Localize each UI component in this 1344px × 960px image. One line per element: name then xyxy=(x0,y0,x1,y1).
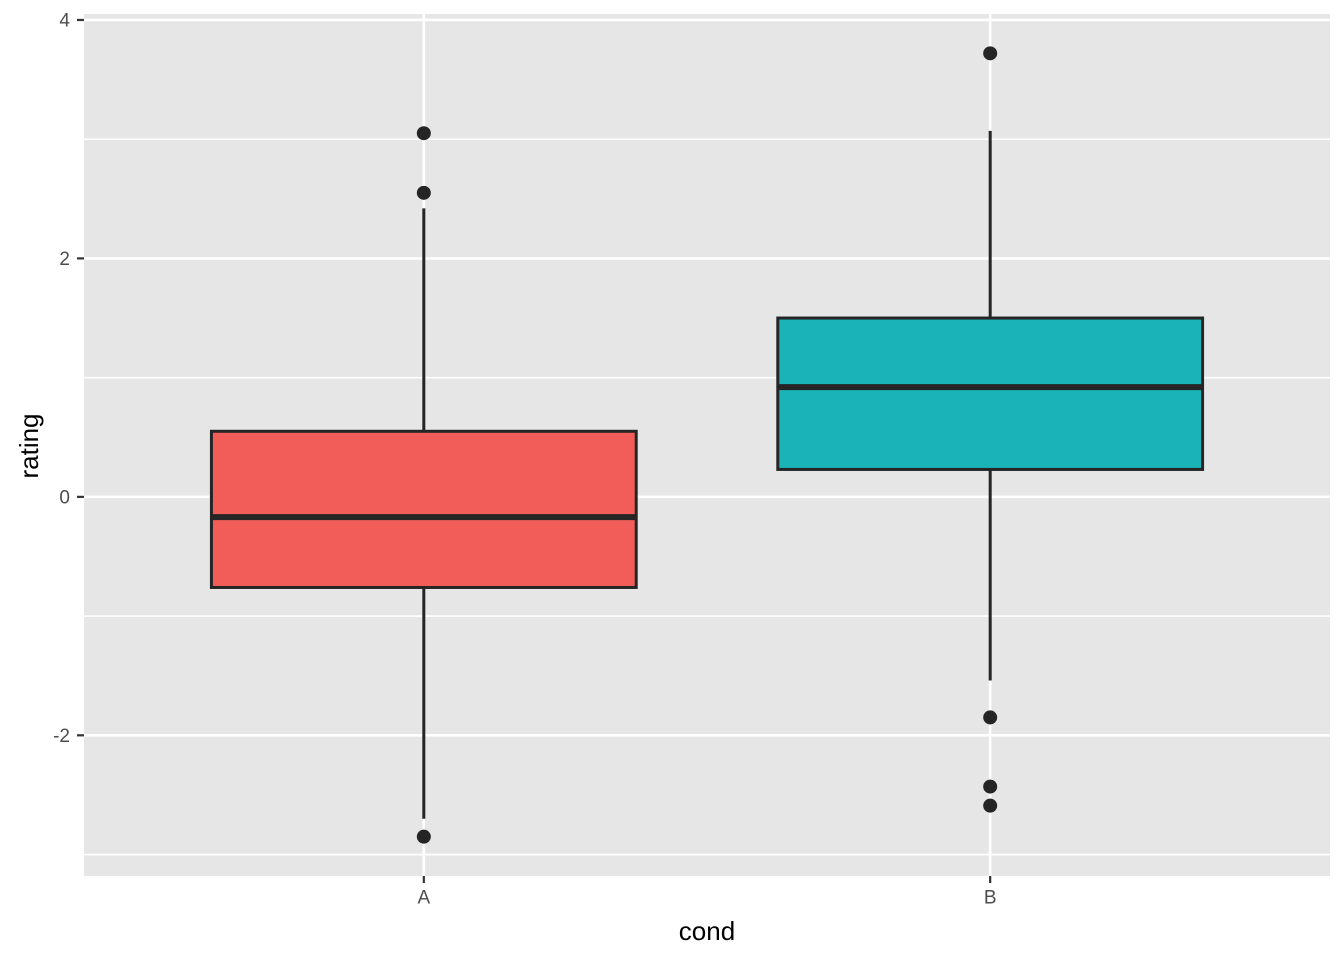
box-rect xyxy=(209,429,638,589)
y-tick-label: -2 xyxy=(53,726,70,747)
outlier-dot xyxy=(416,126,431,141)
y-tick-label: 2 xyxy=(59,249,70,270)
y-tick-label: 0 xyxy=(59,488,70,509)
outlier-dot xyxy=(983,710,998,725)
outlier-dot xyxy=(416,185,431,200)
box-rect xyxy=(776,316,1205,471)
y-tick-label: 4 xyxy=(59,11,70,32)
x-tick-label: B xyxy=(984,888,997,909)
outlier-dot xyxy=(983,798,998,813)
x-axis-title: cond xyxy=(678,916,736,946)
outlier-dot xyxy=(416,829,431,844)
outlier-dot xyxy=(983,779,998,794)
y-axis-title: rating xyxy=(14,413,44,479)
x-tick-label: A xyxy=(417,888,430,909)
outlier-dot xyxy=(983,46,998,61)
